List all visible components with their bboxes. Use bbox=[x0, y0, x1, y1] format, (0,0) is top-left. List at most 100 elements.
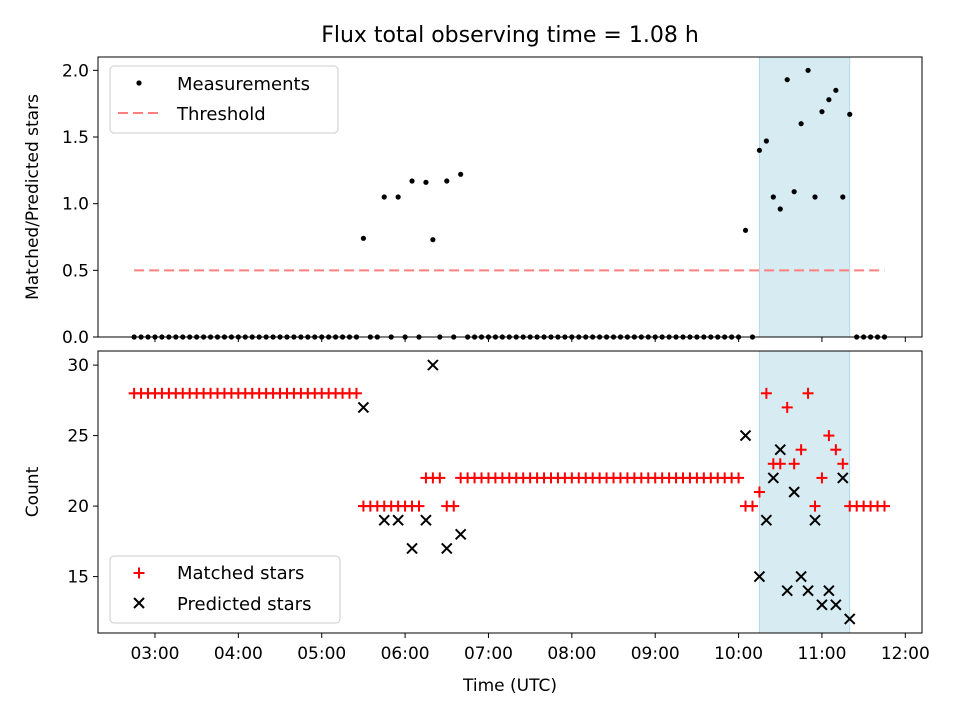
measurement-point bbox=[423, 179, 429, 185]
matched-star-point bbox=[809, 500, 821, 512]
matched-legend-label: Matched stars bbox=[177, 563, 304, 584]
predicted-star-point bbox=[427, 359, 439, 371]
predicted-star-point bbox=[133, 597, 145, 609]
x-tick-label: 09:00 bbox=[631, 644, 680, 664]
count-legend: Matched stars Predicted stars bbox=[109, 555, 341, 624]
y-tick-label: 0.5 bbox=[62, 261, 89, 281]
measurement-point bbox=[833, 87, 839, 93]
y-tick-label: 0.0 bbox=[62, 328, 89, 348]
predicted-star-point bbox=[781, 584, 793, 597]
measurement-point bbox=[360, 235, 367, 241]
predicted-star-point bbox=[774, 443, 786, 456]
x-tick-label: 04:00 bbox=[214, 644, 263, 664]
x-axis-label: Time (UTC) bbox=[462, 676, 557, 696]
matched-star-point bbox=[753, 486, 765, 498]
matched-legend-marker bbox=[133, 567, 145, 579]
matched-star-point bbox=[788, 458, 800, 470]
count-panel: 03:00 04:00 05:00 06:00 07:00 08:00 09:00 10:00… bbox=[23, 350, 930, 696]
measurement-point bbox=[840, 194, 846, 200]
matched-star-point bbox=[816, 472, 828, 484]
predicted-star-point bbox=[406, 542, 418, 555]
measurement-point bbox=[742, 227, 749, 233]
x-tick-label: 10:00 bbox=[714, 644, 763, 664]
predicted-star-point bbox=[441, 542, 453, 555]
predicted-star-point bbox=[816, 599, 828, 611]
predicted-legend-label: Predicted stars bbox=[177, 594, 311, 615]
measurement-point bbox=[791, 189, 797, 195]
measurement-point bbox=[395, 194, 401, 200]
matched-star-point bbox=[878, 500, 890, 512]
predicted-star-point bbox=[844, 613, 856, 625]
x-tick-label: 05:00 bbox=[297, 644, 346, 664]
ratio-y-axis-label: Matched/Predicted stars bbox=[23, 94, 43, 300]
matched-star-point bbox=[760, 387, 772, 399]
measurement-point bbox=[805, 67, 811, 73]
predicted-star-point bbox=[760, 514, 773, 526]
y-tick-label: 30 bbox=[67, 356, 89, 376]
x-tick-label: 11:00 bbox=[797, 644, 846, 664]
measurement-point bbox=[770, 194, 776, 200]
x-tick-label: 07:00 bbox=[464, 644, 513, 664]
y-tick-label: 2.0 bbox=[62, 61, 89, 81]
x-tick-label: 03:00 bbox=[130, 644, 179, 664]
matched-star-point bbox=[413, 500, 425, 512]
predicted-star-point bbox=[837, 472, 849, 484]
threshold-legend-label: Threshold bbox=[176, 104, 266, 125]
measurement-point bbox=[763, 138, 769, 144]
matched-star-point bbox=[733, 472, 745, 484]
measurement-point bbox=[430, 237, 436, 243]
x-tick-label: 12:00 bbox=[881, 644, 930, 664]
matched-star-point bbox=[781, 401, 793, 413]
measurement-legend-marker bbox=[136, 80, 142, 86]
count-points bbox=[128, 359, 890, 625]
measurement-point bbox=[798, 121, 804, 127]
measurement-point bbox=[826, 97, 832, 103]
predicted-star-point bbox=[809, 514, 821, 526]
x-tick-label: 08:00 bbox=[547, 644, 596, 664]
predicted-star-point bbox=[392, 514, 404, 526]
measurement-point bbox=[777, 206, 783, 212]
ratio-panel: 0.00.51.01.52.0 Matched/Predicted stars … bbox=[23, 56, 923, 348]
matched-star-point bbox=[823, 430, 835, 442]
matched-star-point bbox=[795, 444, 807, 456]
y-tick-label: 20 bbox=[67, 497, 89, 517]
predicted-star-point bbox=[753, 570, 766, 583]
measurement-point bbox=[784, 77, 790, 83]
matched-star-point bbox=[350, 387, 362, 399]
measurement-legend-label: Measurements bbox=[177, 74, 310, 95]
predicted-star-point bbox=[788, 486, 800, 498]
measurement-point bbox=[381, 194, 387, 200]
matched-star-point bbox=[830, 444, 842, 456]
matched-star-point bbox=[133, 567, 145, 579]
measurement-point bbox=[444, 178, 450, 184]
measurement-point bbox=[812, 194, 818, 200]
matched-star-point bbox=[448, 500, 460, 512]
measurement-point bbox=[847, 111, 853, 117]
y-tick-label: 1.0 bbox=[62, 195, 89, 215]
matched-star-point bbox=[802, 387, 814, 399]
measurement-point bbox=[819, 109, 825, 115]
x-tick-label: 06:00 bbox=[381, 644, 430, 664]
count-legend-box bbox=[109, 555, 341, 624]
matched-star-point bbox=[746, 500, 758, 512]
predicted-star-point bbox=[802, 584, 814, 597]
y-tick-label: 1.5 bbox=[62, 128, 89, 148]
predicted-star-point bbox=[739, 429, 752, 442]
ratio-legend: Measurements Threshold bbox=[109, 65, 339, 134]
chart-title: Flux total observing time = 1.08 h bbox=[321, 23, 699, 48]
matched-star-point bbox=[774, 458, 786, 470]
predicted-star-point bbox=[795, 570, 807, 583]
matched-star-point bbox=[837, 458, 849, 470]
ratio-legend-box bbox=[109, 65, 339, 134]
predicted-star-point bbox=[823, 584, 835, 597]
measurement-point bbox=[409, 178, 415, 184]
count-axes-frame bbox=[97, 350, 923, 634]
predicted-star-point bbox=[420, 514, 432, 526]
y-tick-label: 25 bbox=[67, 427, 89, 447]
ratio-axes-frame bbox=[97, 56, 923, 338]
predicted-legend-marker bbox=[133, 597, 145, 609]
y-tick-label: 15 bbox=[67, 568, 89, 588]
predicted-star-point bbox=[767, 472, 780, 484]
predicted-star-point bbox=[357, 401, 370, 414]
